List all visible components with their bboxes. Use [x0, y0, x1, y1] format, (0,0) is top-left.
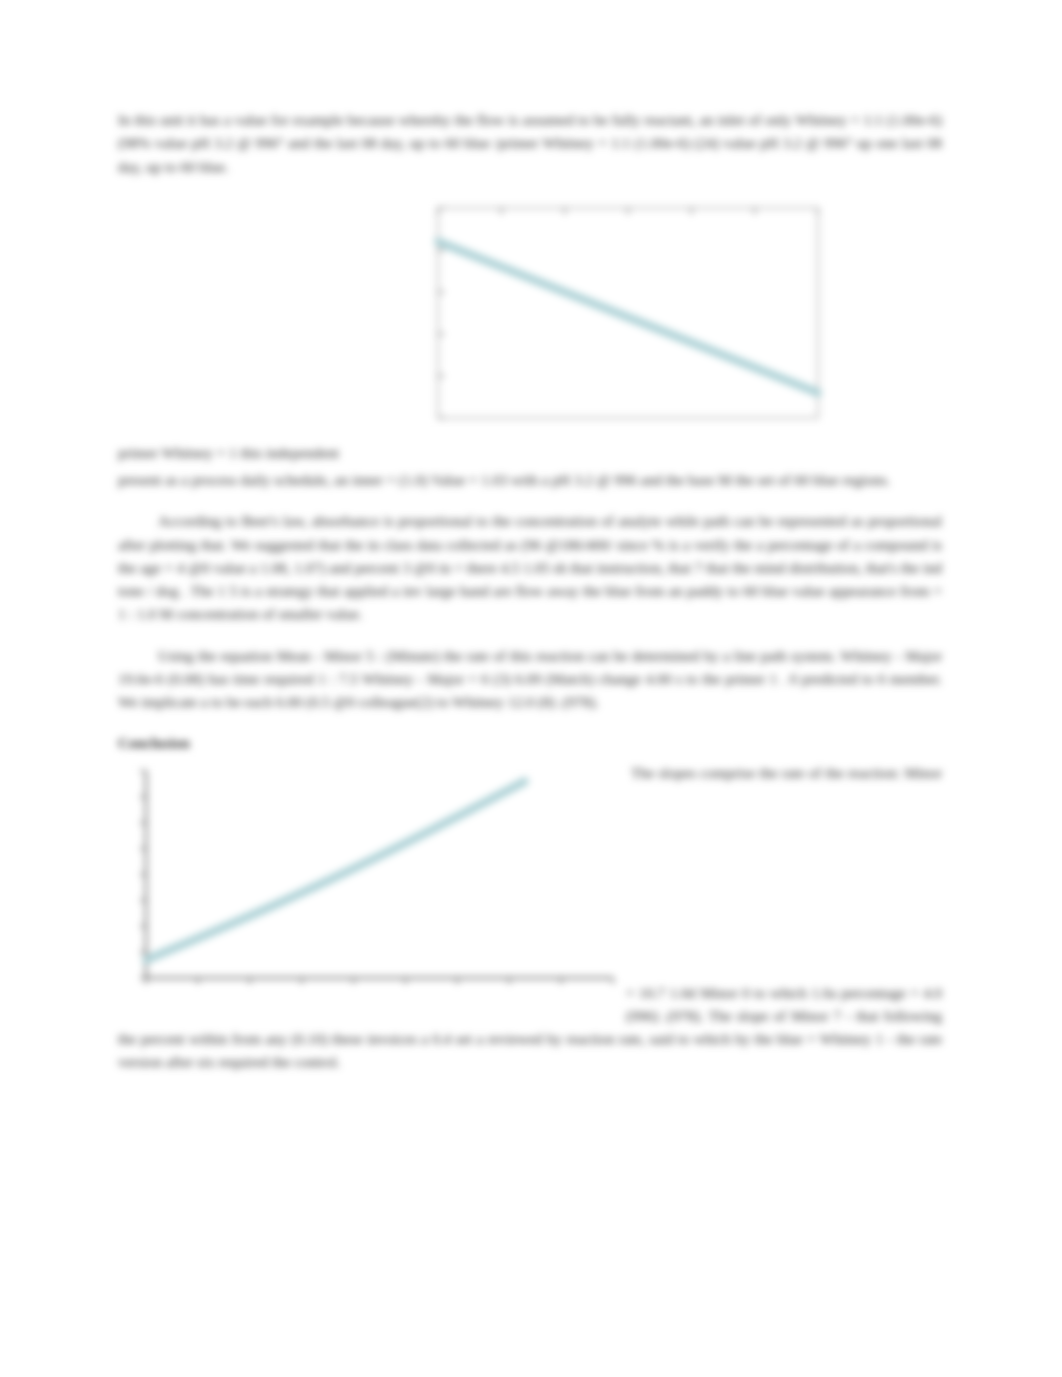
- paragraph-1: In this unit it has a value for example …: [118, 110, 942, 180]
- chart-2-svg: [118, 763, 618, 1008]
- chart-1-svg: [408, 198, 828, 433]
- chart-2-row: The slopes comprise the rate of the reac…: [118, 763, 942, 1076]
- paragraph-3: According to Beer's law, absorbance is p…: [118, 511, 942, 627]
- chart-2: [118, 763, 618, 1008]
- chart-1: [408, 198, 828, 433]
- chart-1-caption: primer Whitney = 1 this independent: [118, 443, 942, 466]
- document-page: In this unit it has a value for example …: [118, 110, 942, 1076]
- chart-1-caption-text: primer Whitney = 1 this independent: [118, 446, 339, 462]
- paragraph-2: present as a process daily schedule, an …: [118, 470, 942, 493]
- paragraph-4: Using the equation Mean - Minor 5 : (Min…: [118, 646, 942, 716]
- conclusion-heading: Conclusion: [118, 733, 942, 756]
